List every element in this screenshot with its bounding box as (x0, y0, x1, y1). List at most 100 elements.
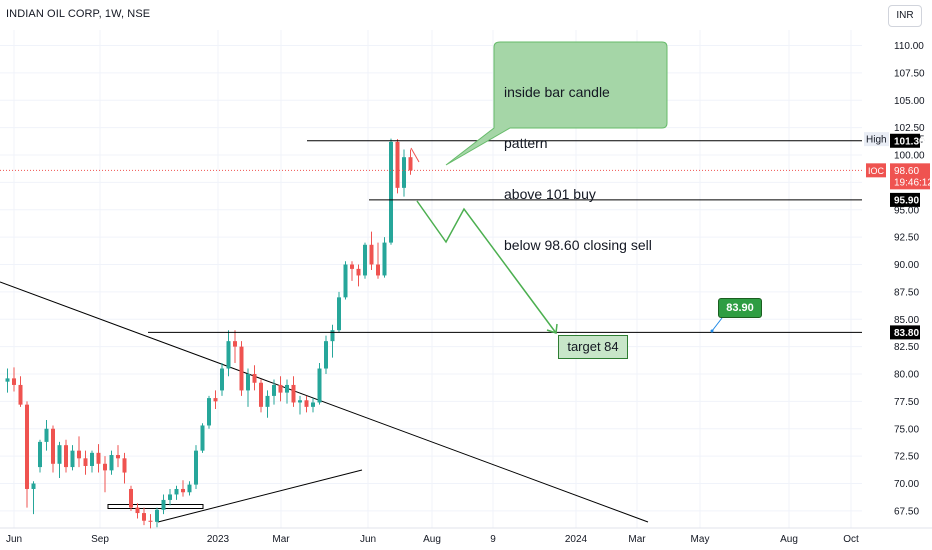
candle-body (12, 378, 16, 385)
candle-marker (410, 147, 420, 163)
candle (18, 376, 23, 407)
candle (161, 494, 166, 515)
candle (356, 264, 361, 287)
price-tick-label: 90.00 (894, 260, 919, 271)
candle (70, 445, 75, 471)
target-label: target 84 (558, 335, 628, 359)
candle (213, 390, 218, 410)
candle (64, 439, 68, 473)
candle-body (382, 242, 387, 276)
candle-body (64, 445, 68, 468)
candle (395, 139, 400, 194)
currency-button[interactable]: INR (888, 5, 922, 27)
candle-body (155, 509, 159, 522)
candle (324, 335, 328, 374)
ascending-trendline (157, 469, 363, 523)
candle-body (285, 384, 289, 393)
candle-body (363, 244, 367, 276)
candle-body (194, 450, 198, 485)
candle (285, 379, 289, 404)
candle (90, 450, 94, 473)
high-label: High (866, 135, 887, 146)
candle-body (324, 341, 328, 369)
candle (109, 450, 114, 475)
price-tick-label: 85.00 (894, 315, 919, 326)
candle (187, 481, 192, 496)
candle (38, 439, 42, 473)
candle (155, 507, 159, 528)
candle-body (350, 264, 354, 269)
time-tick-label: 9 (490, 534, 496, 545)
time-tick-label: Mar (272, 534, 290, 545)
candle-body (317, 368, 322, 403)
candle-body (44, 428, 49, 442)
level-badge (890, 133, 920, 148)
time-tick-label: Oct (843, 534, 859, 545)
candle (363, 242, 367, 279)
candle-body (356, 268, 361, 276)
price-tick-label: 80.00 (894, 370, 919, 381)
price-tick-label: 110.00 (894, 41, 924, 52)
candle-body (109, 455, 114, 471)
candle-body (376, 264, 380, 276)
candle (57, 441, 62, 479)
candle-body (103, 463, 107, 471)
candle (103, 456, 107, 493)
candle (5, 368, 10, 393)
candle (142, 507, 146, 526)
candle-body (90, 452, 94, 466)
level-badge (890, 192, 920, 207)
candle-body (187, 484, 192, 493)
candle-body (213, 398, 218, 402)
time-tick-label: May (691, 534, 710, 545)
flag-anchor (710, 329, 714, 333)
projection-arrowhead (546, 323, 558, 335)
callout-bubble (445, 41, 668, 166)
candle (376, 242, 380, 279)
candle (83, 450, 88, 475)
price-tick-label: 102.50 (894, 123, 925, 134)
level-badge (890, 325, 920, 340)
candle-body (259, 382, 263, 407)
price-axis: 67.50 70.00 72.50 75.00 77.50 80.00 82.50 85.00… (894, 41, 925, 517)
candle (291, 376, 296, 407)
candle-body (122, 458, 127, 473)
candle (337, 291, 341, 333)
level-badge-label: 101.30 (894, 136, 925, 147)
candle-body (168, 494, 172, 500)
candle-body (291, 384, 296, 403)
candle-body (38, 441, 42, 468)
price-tick-label: 92.50 (894, 233, 919, 244)
time-axis: Jun Sep 2023 Mar Jun Aug 9 2024 Mar May Aug Oct (0, 527, 932, 545)
flag-pointer (711, 317, 723, 332)
candle (168, 488, 172, 506)
candle (207, 395, 211, 429)
descending-trendline (0, 281, 649, 523)
candle (122, 452, 127, 484)
candle (44, 419, 49, 451)
candle (239, 341, 244, 396)
candle (129, 485, 133, 511)
candle-body (239, 346, 244, 391)
price-flag-label: 83.90 (718, 298, 762, 318)
candle-body (161, 499, 166, 510)
price-tick-label: 107.50 (894, 68, 925, 79)
grid-lines (0, 30, 862, 528)
candle-body (200, 425, 205, 451)
candle (12, 367, 16, 392)
price-tick-label: 105.00 (894, 96, 925, 107)
candle-body (116, 455, 120, 459)
candle (304, 395, 309, 413)
candle-body (174, 488, 179, 495)
price-tick-label: 87.50 (894, 287, 919, 298)
projection-path (416, 200, 557, 334)
price-tick-label: 82.50 (894, 342, 919, 353)
candle-body (142, 513, 146, 521)
price-axis-badges: High101.45101.3095.9083.80IOC98.6019:46:… (864, 132, 932, 340)
candle-body (278, 384, 283, 393)
candle (298, 395, 302, 415)
candle (382, 237, 387, 278)
candle (116, 445, 120, 468)
candle-body (70, 450, 75, 468)
